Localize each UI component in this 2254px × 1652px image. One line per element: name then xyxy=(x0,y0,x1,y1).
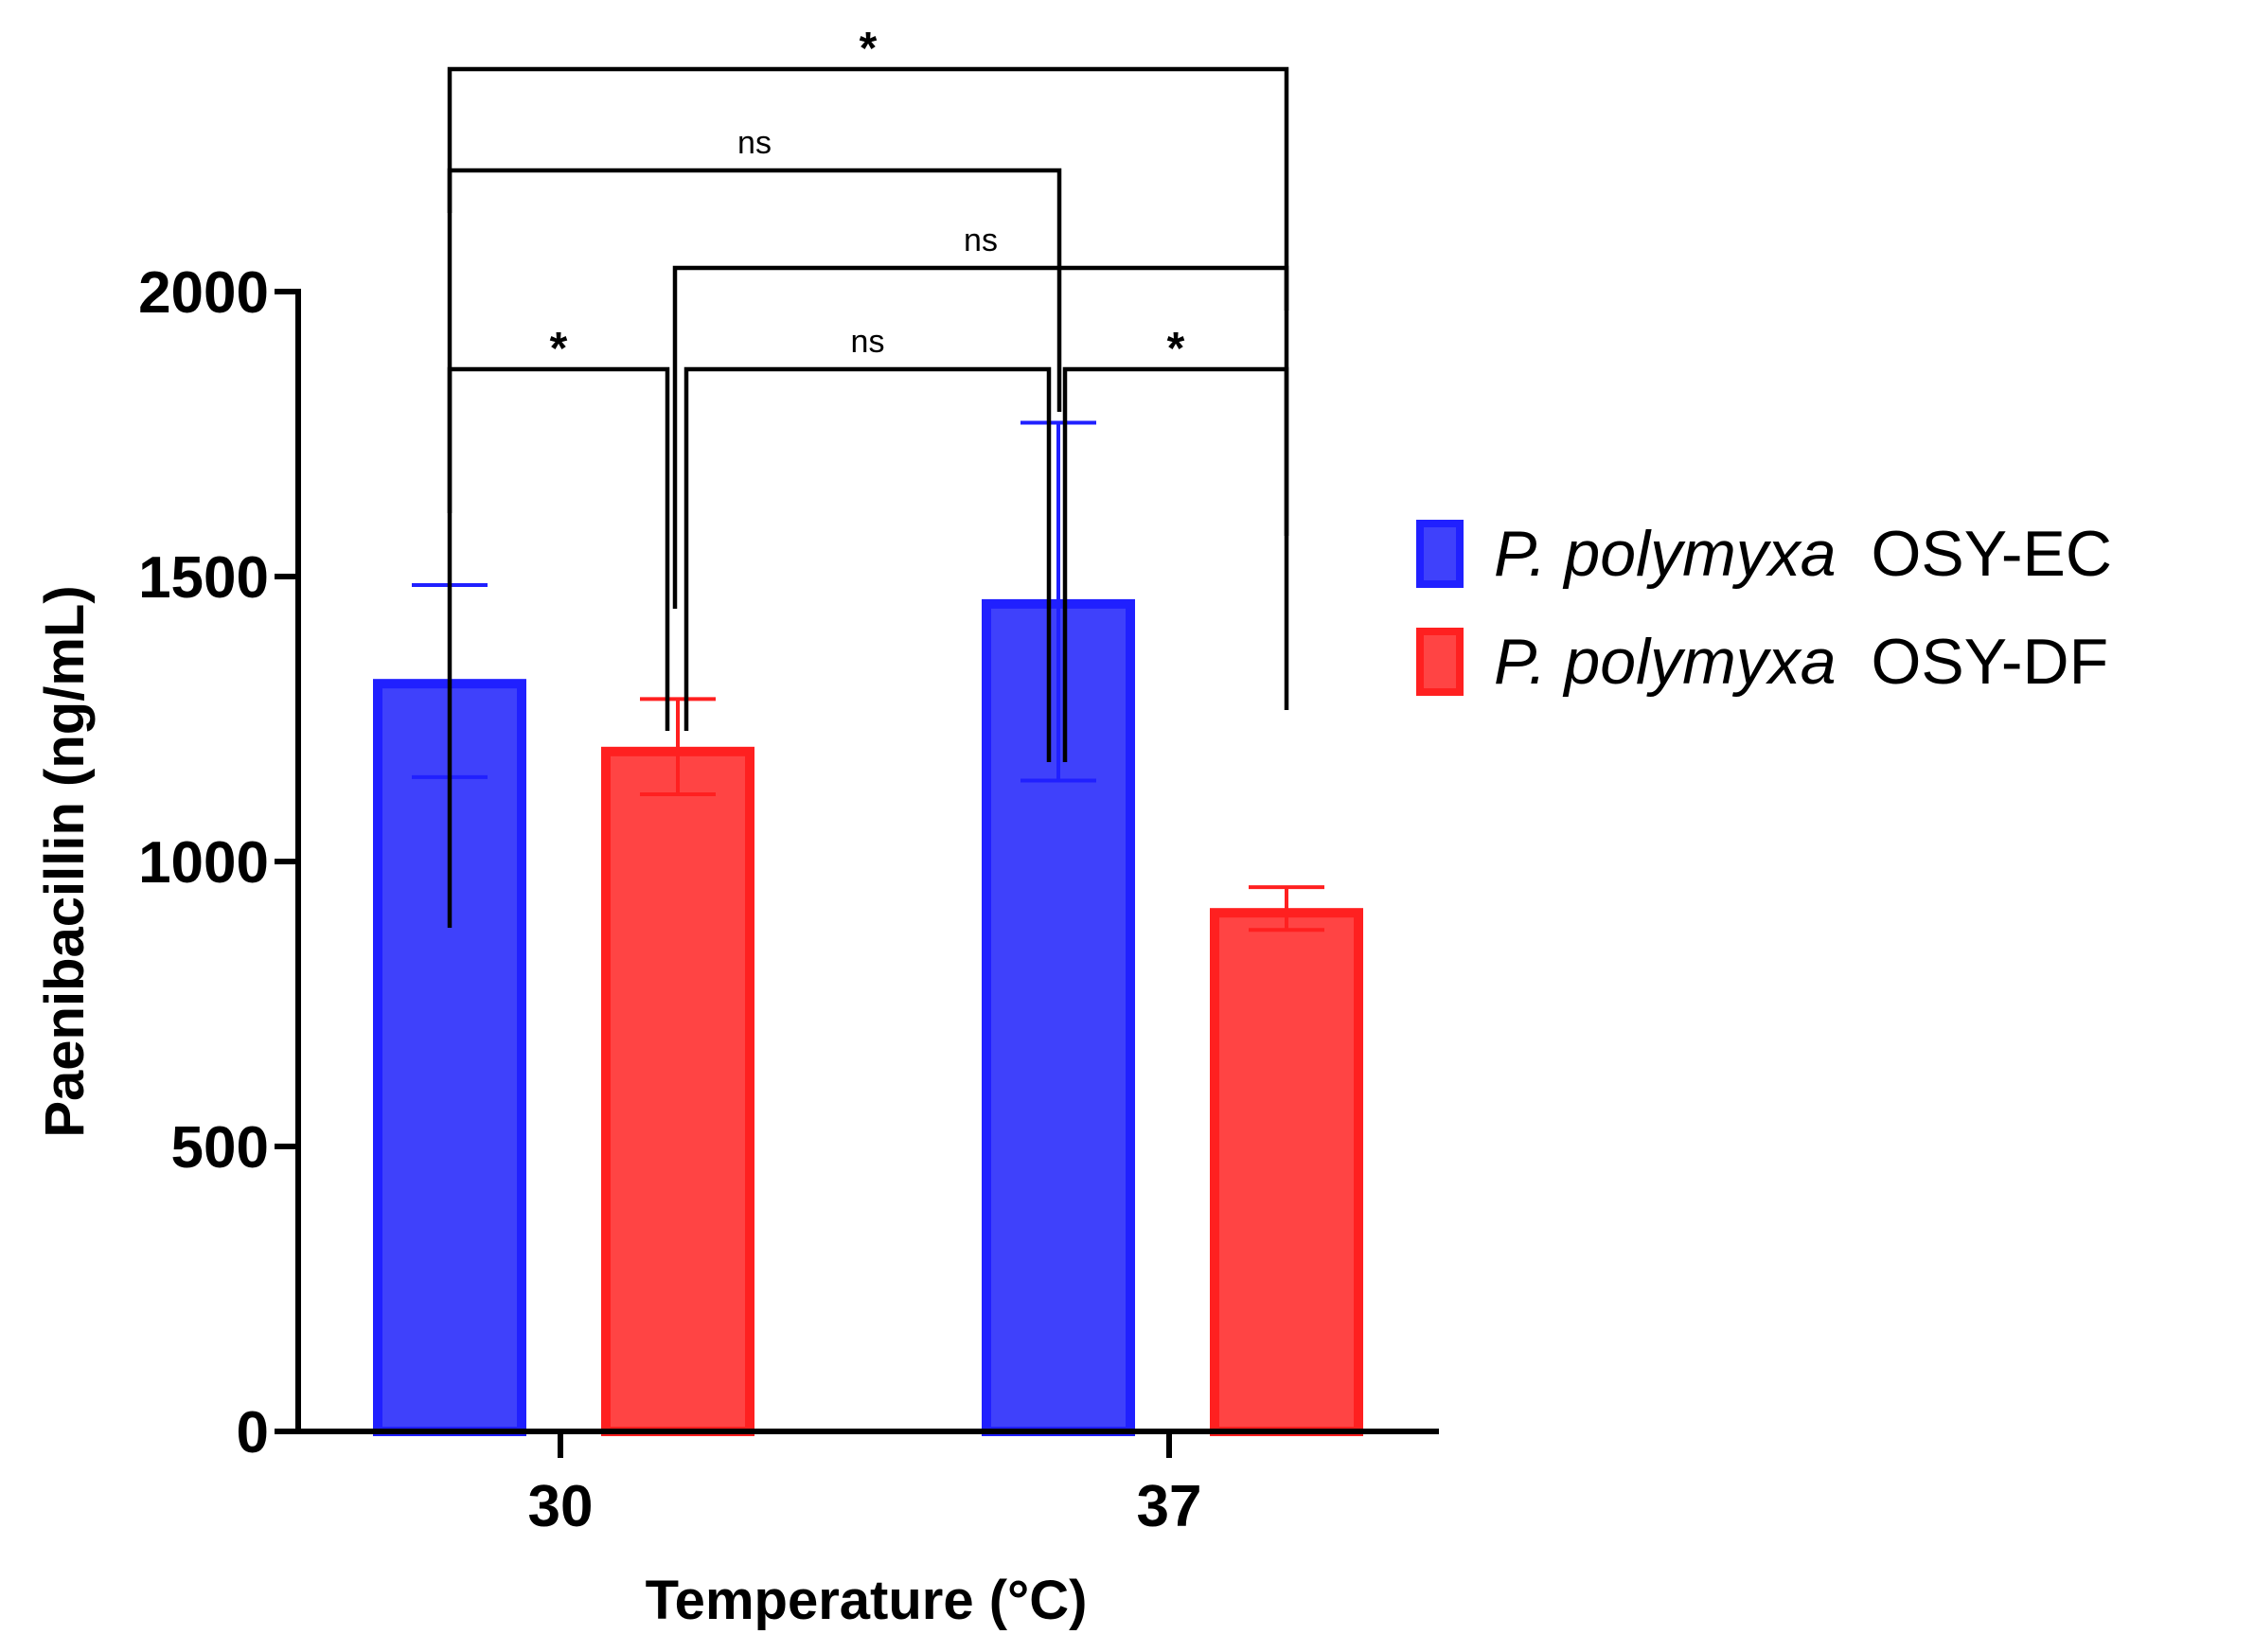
legend-label-osy-ec: P. polymyxa OSY-EC xyxy=(1494,518,2112,590)
significance-bracket-3 xyxy=(1062,366,1289,762)
y-tick-label-2000: 2000 xyxy=(138,260,269,326)
bar-osy-df-30 xyxy=(601,746,754,1436)
x-ticks: 30 37 xyxy=(528,1431,1202,1539)
x-tick-label-30: 30 xyxy=(528,1474,594,1539)
legend-label-osy-df-species: P. polymyxa xyxy=(1494,626,1837,698)
significance-label-6: * xyxy=(860,24,878,74)
significance-label-1: * xyxy=(550,324,568,374)
significance-brackets-layer: * ns * ns ns * xyxy=(447,24,1289,928)
significance-bracket-2 xyxy=(683,366,1052,762)
legend-label-osy-df-strain: OSY-DF xyxy=(1872,626,2109,698)
significance-bracket-5 xyxy=(447,168,1062,513)
y-tick-label-1000: 1000 xyxy=(138,830,269,896)
significance-bracket-4 xyxy=(672,265,1289,609)
significance-label-5: ns xyxy=(737,125,772,161)
significance-bracket-1 xyxy=(447,366,670,928)
bars-layer xyxy=(373,598,1363,1436)
y-tick-label-0: 0 xyxy=(237,1400,269,1465)
significance-label-2: ns xyxy=(851,324,885,360)
legend-label-osy-ec-strain: OSY-EC xyxy=(1872,518,2112,590)
x-tick-label-37: 37 xyxy=(1137,1474,1202,1539)
bar-osy-df-37 xyxy=(1210,908,1363,1436)
significance-bracket-6 xyxy=(447,66,1289,311)
legend-label-osy-ec-species: P. polymyxa xyxy=(1494,518,1837,590)
significance-label-3: * xyxy=(1167,324,1185,374)
legend-swatch-osy-ec xyxy=(1416,520,1464,588)
y-ticks: 0 500 1000 1500 2000 xyxy=(138,260,301,1465)
y-tick-label-1500: 1500 xyxy=(138,545,269,611)
y-tick-label-500: 500 xyxy=(171,1115,269,1181)
legend-swatch-osy-df xyxy=(1416,628,1464,696)
x-axis-title: Temperature (°C) xyxy=(646,1570,1088,1631)
legend-label-osy-df: P. polymyxa OSY-DF xyxy=(1494,626,2108,698)
y-axis-title: Paenibacillin (ng/mL) xyxy=(34,585,96,1137)
significance-label-4: ns xyxy=(964,222,998,258)
error-bars-layer xyxy=(412,420,1324,933)
legend: P. polymyxa OSY-EC P. polymyxa OSY-DF xyxy=(1416,518,2112,698)
